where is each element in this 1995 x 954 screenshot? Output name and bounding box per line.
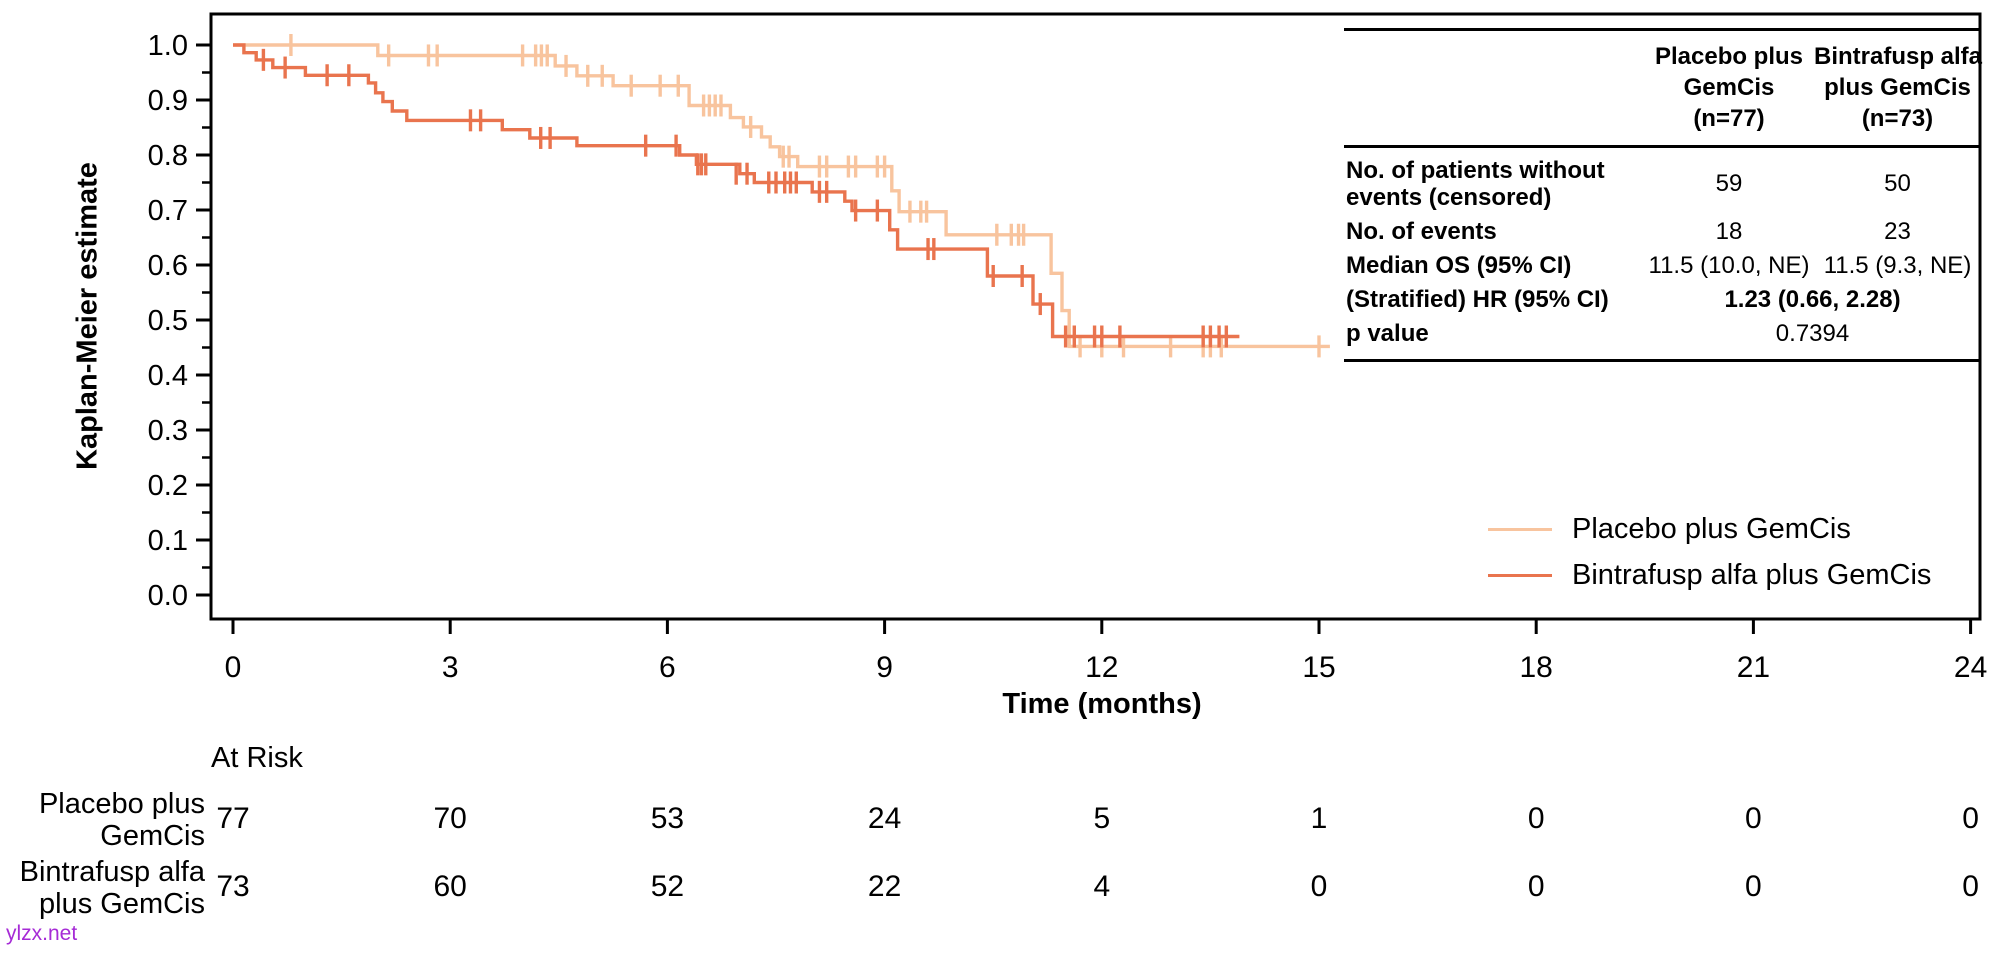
stats-row-value: 1.23 (0.66, 2.28) bbox=[1724, 285, 1901, 313]
stats-row-label: No. of patients without events (censored… bbox=[1346, 156, 1605, 212]
at-risk-count: 53 bbox=[651, 802, 684, 835]
stats-header-spacer bbox=[1344, 41, 1644, 135]
x-tick-label: 18 bbox=[1520, 651, 1553, 684]
stats-row-label: No. of events bbox=[1346, 217, 1497, 245]
x-tick-label: 9 bbox=[876, 651, 893, 684]
at-risk-count: 60 bbox=[434, 870, 467, 903]
x-tick-label: 21 bbox=[1737, 651, 1770, 684]
y-axis-label: Kaplan-Meier estimate bbox=[71, 162, 104, 470]
stats-value-placebo: 18 bbox=[1715, 217, 1743, 245]
at-risk-count: 4 bbox=[1093, 870, 1110, 903]
km-curve-placebo bbox=[233, 43, 1330, 349]
y-tick-label: 0.9 bbox=[148, 85, 188, 117]
at-risk-count: 0 bbox=[1311, 870, 1328, 903]
at-risk-count: 77 bbox=[216, 802, 249, 835]
y-tick-label: 0.1 bbox=[148, 525, 188, 557]
at-risk-title: At Risk bbox=[211, 742, 303, 774]
at-risk-count: 0 bbox=[1745, 802, 1762, 835]
at-risk-row-label-placebo: Placebo plus GemCis bbox=[38, 788, 205, 852]
stats-row: p value 0.7394 bbox=[1344, 317, 1981, 351]
at-risk-count: 22 bbox=[868, 870, 901, 903]
x-tick-label: 6 bbox=[659, 651, 676, 684]
plot-frame bbox=[209, 12, 1982, 621]
stats-row: Median OS (95% CI) 11.5 (10.0, NE) 11.5 (9… bbox=[1344, 249, 1981, 283]
y-tick-label: 0.7 bbox=[148, 195, 188, 227]
at-risk-count: 24 bbox=[868, 802, 901, 835]
at-risk-count: 0 bbox=[1745, 870, 1762, 903]
legend-item-placebo: Placebo plus GemCis bbox=[1488, 512, 1931, 546]
x-tick-label: 12 bbox=[1085, 651, 1118, 684]
stats-value-placebo: 59 bbox=[1715, 170, 1743, 198]
y-tick-label: 0.8 bbox=[148, 140, 188, 172]
y-tick-label: 0.2 bbox=[148, 470, 188, 502]
stats-value-bintrafusp: 23 bbox=[1884, 217, 1911, 245]
stats-value-bintrafusp: 11.5 (9.3, NE) bbox=[1823, 251, 1972, 279]
y-tick-label: 0.3 bbox=[148, 415, 188, 447]
watermark: ylzx.net bbox=[6, 922, 78, 945]
at-risk-count: 0 bbox=[1528, 870, 1545, 903]
stats-col-header-bintrafusp: Bintrafusp alfa plus GemCis (n=73) bbox=[1814, 43, 1983, 133]
stats-row-label: p value bbox=[1346, 319, 1429, 347]
legend-label: Bintrafusp alfa plus GemCis bbox=[1572, 558, 1932, 591]
stats-row-value: 0.7394 bbox=[1775, 319, 1850, 347]
stats-row: No. of patients without events (censored… bbox=[1344, 154, 1981, 215]
y-tick-label: 1.0 bbox=[148, 30, 188, 62]
stats-row: (Stratified) HR (95% CI) 1.23 (0.66, 2.28… bbox=[1344, 283, 1981, 317]
stats-table-header: Placebo plus GemCis (n=77) Bintrafusp alf… bbox=[1344, 31, 1983, 148]
x-tick-label: 3 bbox=[442, 651, 459, 684]
legend-line-swatch bbox=[1488, 573, 1552, 577]
legend-line-swatch bbox=[1488, 527, 1552, 531]
at-risk-count: 52 bbox=[651, 870, 684, 903]
at-risk-count: 0 bbox=[1962, 802, 1979, 835]
y-tick-label: 0.4 bbox=[148, 360, 188, 392]
km-curve-bintrafusp bbox=[233, 43, 1240, 339]
x-tick-label: 15 bbox=[1302, 651, 1335, 684]
x-tick-label: 24 bbox=[1954, 651, 1987, 684]
at-risk-count: 73 bbox=[216, 870, 249, 903]
at-risk-count: 5 bbox=[1093, 802, 1110, 835]
legend: Placebo plus GemCis Bintrafusp alfa plus … bbox=[1488, 512, 1931, 604]
stats-row-label: (Stratified) HR (95% CI) bbox=[1346, 285, 1609, 313]
at-risk-count: 0 bbox=[1962, 870, 1979, 903]
at-risk-count: 1 bbox=[1311, 802, 1328, 835]
y-tick-label: 0.5 bbox=[148, 305, 188, 337]
stats-col-header-placebo: Placebo plus GemCis (n=77) bbox=[1654, 43, 1804, 133]
stats-table-body: No. of patients without events (censored… bbox=[1344, 148, 1981, 359]
at-risk-count: 0 bbox=[1528, 802, 1545, 835]
x-axis-label: Time (months) bbox=[1002, 688, 1202, 720]
stats-row-label: Median OS (95% CI) bbox=[1346, 251, 1572, 279]
legend-item-bintrafusp: Bintrafusp alfa plus GemCis bbox=[1488, 558, 1931, 592]
legend-label: Placebo plus GemCis bbox=[1572, 512, 1851, 545]
x-tick-label: 0 bbox=[225, 651, 242, 684]
y-tick-label: 0.6 bbox=[148, 250, 188, 282]
at-risk-row-label-bintrafusp: Bintrafusp alfa plus GemCis bbox=[19, 856, 205, 920]
at-risk-count: 70 bbox=[434, 802, 467, 835]
stats-value-bintrafusp: 50 bbox=[1884, 170, 1911, 198]
stats-row: No. of events 18 23 bbox=[1344, 215, 1981, 249]
stats-value-placebo: 11.5 (10.0, NE) bbox=[1648, 251, 1810, 279]
y-tick-label: 0.0 bbox=[148, 580, 188, 612]
stats-table: Placebo plus GemCis (n=77) Bintrafusp alf… bbox=[1344, 28, 1983, 362]
